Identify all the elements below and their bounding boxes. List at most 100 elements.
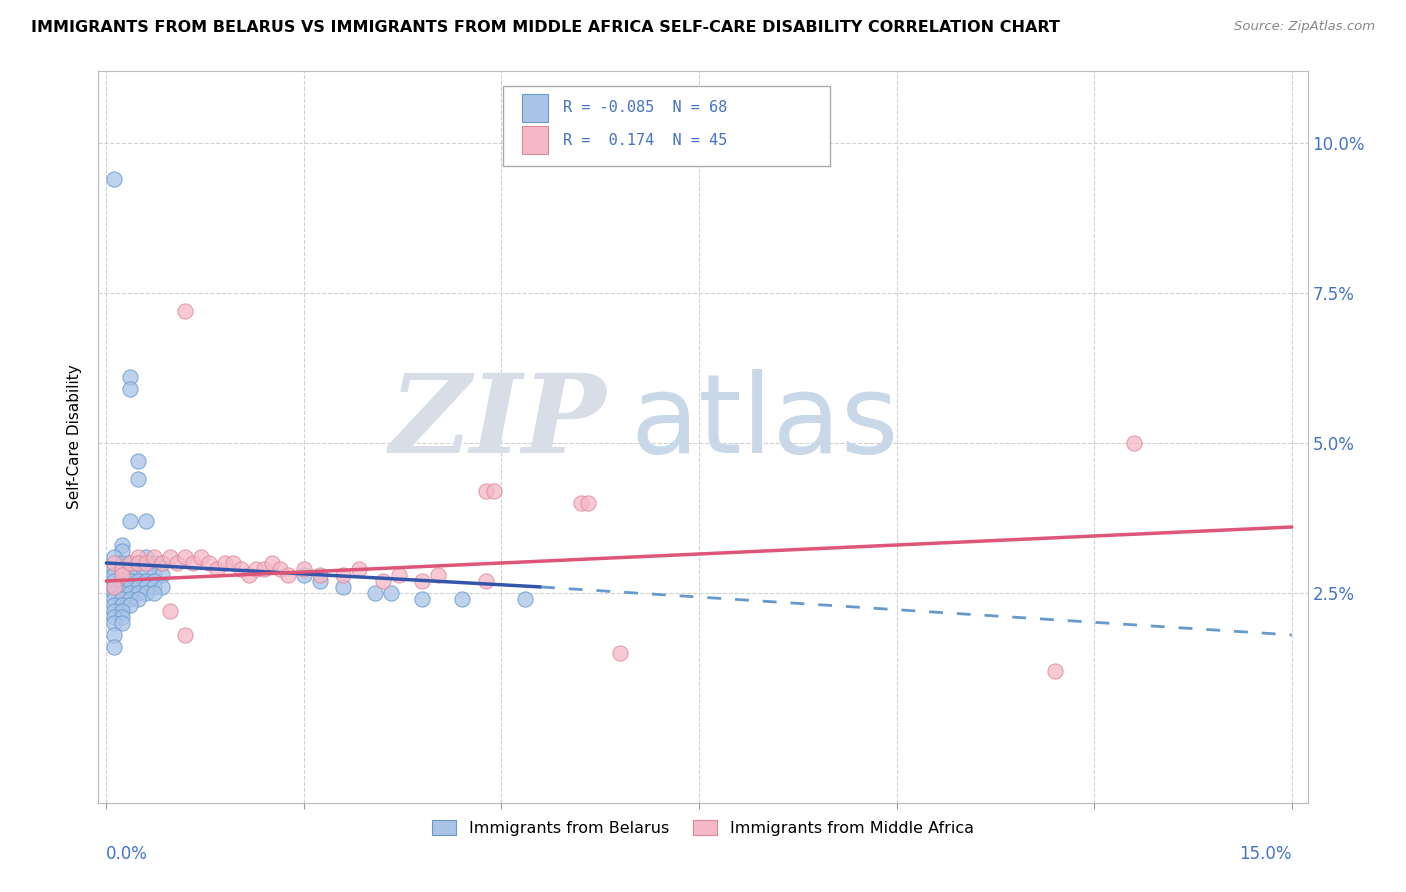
- Point: [205, 562, 228, 576]
- Point: [111, 568, 134, 582]
- Point: [262, 556, 284, 570]
- Point: [103, 568, 125, 582]
- Point: [245, 562, 267, 576]
- Point: [127, 549, 149, 564]
- Point: [127, 591, 149, 606]
- Legend: Immigrants from Belarus, Immigrants from Middle Africa: Immigrants from Belarus, Immigrants from…: [426, 814, 980, 842]
- Point: [451, 591, 474, 606]
- Point: [229, 562, 252, 576]
- Text: ZIP: ZIP: [389, 368, 606, 476]
- Point: [103, 598, 125, 612]
- Point: [111, 598, 134, 612]
- Point: [118, 586, 141, 600]
- Point: [427, 568, 450, 582]
- Point: [1043, 664, 1066, 678]
- Point: [111, 562, 134, 576]
- Point: [292, 562, 315, 576]
- Point: [103, 628, 125, 642]
- Point: [118, 514, 141, 528]
- Point: [332, 580, 354, 594]
- Point: [1122, 436, 1144, 450]
- Point: [609, 646, 631, 660]
- Point: [222, 556, 245, 570]
- FancyBboxPatch shape: [503, 86, 830, 167]
- Point: [214, 556, 236, 570]
- Point: [198, 556, 221, 570]
- Point: [142, 586, 165, 600]
- Point: [135, 514, 157, 528]
- Point: [474, 574, 496, 588]
- Text: R = -0.085  N = 68: R = -0.085 N = 68: [562, 101, 727, 115]
- Point: [150, 556, 173, 570]
- Point: [111, 568, 134, 582]
- Point: [111, 610, 134, 624]
- Point: [380, 586, 402, 600]
- Point: [127, 556, 149, 570]
- Text: 0.0%: 0.0%: [107, 845, 148, 863]
- Point: [515, 591, 537, 606]
- Point: [118, 556, 141, 570]
- Point: [118, 598, 141, 612]
- Point: [142, 574, 165, 588]
- Point: [135, 549, 157, 564]
- Point: [150, 580, 173, 594]
- Point: [127, 556, 149, 570]
- Point: [238, 568, 260, 582]
- Point: [142, 568, 165, 582]
- Point: [127, 562, 149, 576]
- Point: [308, 568, 330, 582]
- Point: [118, 556, 141, 570]
- Point: [292, 568, 315, 582]
- Point: [135, 580, 157, 594]
- Point: [371, 574, 394, 588]
- Point: [111, 556, 134, 570]
- FancyBboxPatch shape: [522, 126, 548, 154]
- Point: [111, 591, 134, 606]
- Point: [332, 568, 354, 582]
- Point: [308, 574, 330, 588]
- Point: [103, 591, 125, 606]
- Point: [103, 562, 125, 576]
- Point: [277, 568, 299, 582]
- Point: [127, 574, 149, 588]
- Point: [127, 580, 149, 594]
- Point: [269, 562, 291, 576]
- Point: [118, 562, 141, 576]
- Point: [103, 172, 125, 186]
- Point: [474, 483, 496, 498]
- Point: [111, 544, 134, 558]
- Point: [253, 562, 276, 576]
- Point: [103, 586, 125, 600]
- Point: [174, 628, 197, 642]
- Point: [103, 640, 125, 654]
- Point: [103, 604, 125, 618]
- Point: [181, 556, 204, 570]
- Point: [118, 591, 141, 606]
- Point: [118, 370, 141, 384]
- Text: atlas: atlas: [630, 369, 898, 476]
- Point: [135, 574, 157, 588]
- Point: [166, 556, 188, 570]
- Text: Source: ZipAtlas.com: Source: ZipAtlas.com: [1234, 20, 1375, 33]
- Point: [150, 556, 173, 570]
- Point: [118, 580, 141, 594]
- Point: [103, 610, 125, 624]
- Point: [411, 574, 433, 588]
- Point: [135, 586, 157, 600]
- Text: 15.0%: 15.0%: [1239, 845, 1292, 863]
- Point: [174, 549, 197, 564]
- Point: [103, 580, 125, 594]
- Y-axis label: Self-Care Disability: Self-Care Disability: [67, 365, 83, 509]
- Text: IMMIGRANTS FROM BELARUS VS IMMIGRANTS FROM MIDDLE AFRICA SELF-CARE DISABILITY CO: IMMIGRANTS FROM BELARUS VS IMMIGRANTS FR…: [31, 20, 1060, 35]
- Point: [142, 556, 165, 570]
- Point: [103, 549, 125, 564]
- Point: [111, 538, 134, 552]
- Point: [347, 562, 370, 576]
- Point: [103, 574, 125, 588]
- Point: [364, 586, 387, 600]
- Point: [111, 580, 134, 594]
- Point: [127, 586, 149, 600]
- Point: [135, 562, 157, 576]
- Point: [103, 556, 125, 570]
- Point: [159, 604, 181, 618]
